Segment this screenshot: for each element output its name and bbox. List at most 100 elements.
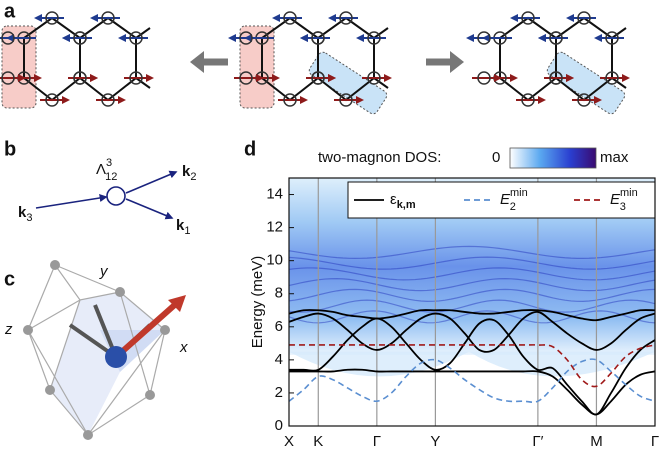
site <box>549 71 563 85</box>
series-line <box>289 368 655 416</box>
spin-head <box>510 14 518 22</box>
spin-head <box>62 34 70 42</box>
site <box>101 11 115 25</box>
legend: εk,m Emin 2 Emin 3 <box>347 181 656 219</box>
site <box>477 71 491 85</box>
plot-frame <box>288 177 656 427</box>
lattice <box>466 11 630 115</box>
arrow-head <box>450 51 464 73</box>
spin-head <box>594 34 602 42</box>
spin-head <box>256 74 264 82</box>
site <box>521 93 535 107</box>
site <box>367 31 381 45</box>
colorbar <box>509 147 597 169</box>
edge <box>125 198 174 220</box>
site <box>73 31 87 45</box>
bond <box>611 77 627 89</box>
site <box>311 71 325 85</box>
site <box>45 93 59 107</box>
spin-head <box>328 74 336 82</box>
y-tick-label: 12 <box>266 219 283 236</box>
legend-box <box>347 181 656 219</box>
panel-a <box>0 11 630 115</box>
spin-head <box>566 14 574 22</box>
series-line <box>289 310 655 353</box>
site <box>129 71 143 85</box>
site <box>339 93 353 107</box>
x-tick-label: K <box>313 433 323 450</box>
panel-label: d <box>244 138 256 160</box>
site <box>339 11 353 25</box>
colorbar-min: 0 <box>492 149 500 166</box>
site <box>521 11 535 25</box>
k-label: k1 <box>176 217 190 237</box>
x-tick-label: X <box>284 433 294 450</box>
legend-label: εk,m <box>390 191 416 211</box>
highlight <box>546 51 626 115</box>
dos-tail <box>289 351 655 377</box>
panel-b <box>35 170 178 220</box>
y-tick-label: 8 <box>275 285 283 302</box>
site <box>73 71 87 85</box>
bond <box>135 27 151 39</box>
k-label: k2 <box>182 163 196 183</box>
panel-label: a <box>4 0 16 22</box>
spin-head <box>300 96 308 104</box>
site <box>367 71 381 85</box>
site <box>101 93 115 107</box>
spin-head <box>272 74 280 82</box>
y-tick-label: 14 <box>266 186 283 203</box>
spin-head <box>384 74 392 82</box>
spin-head <box>538 34 546 42</box>
dos-ridge <box>289 288 655 302</box>
x-tick-label: Y <box>430 433 440 450</box>
bond <box>611 27 627 39</box>
spin-head <box>146 74 154 82</box>
arrow-head <box>190 51 204 73</box>
site <box>1 71 15 85</box>
spin-head <box>494 74 502 82</box>
bond <box>373 77 389 89</box>
spin-head <box>90 74 98 82</box>
highlight <box>308 51 388 115</box>
spin-head <box>18 74 26 82</box>
panel-c <box>23 260 186 440</box>
x-tick-label: Γ <box>373 433 381 450</box>
hexagon <box>79 16 137 102</box>
dos-ridge <box>289 299 655 313</box>
legend-sub: 3 <box>620 201 626 213</box>
dos-ridge <box>289 278 655 292</box>
panel-label: b <box>4 138 16 160</box>
dos-ridge <box>289 267 655 281</box>
colorbar-max: max <box>600 149 629 166</box>
dos-ridge <box>289 256 655 270</box>
vertex <box>106 186 126 206</box>
dos-ridge <box>289 245 655 259</box>
k-label: k3 <box>18 204 32 224</box>
site <box>129 31 143 45</box>
site <box>283 11 297 25</box>
site <box>1 31 15 45</box>
spin-head <box>62 96 70 104</box>
panel-label: c <box>4 268 15 290</box>
site <box>311 31 325 45</box>
site <box>477 31 491 45</box>
site <box>549 31 563 45</box>
axis-label: y <box>99 263 109 280</box>
edge <box>35 194 108 209</box>
highlight <box>239 25 275 109</box>
lattice <box>228 11 392 115</box>
y-tick-label: 10 <box>266 252 283 269</box>
series-line <box>289 344 655 388</box>
site <box>605 31 619 45</box>
legend-name: E <box>500 191 511 208</box>
legend-label: Emin 2 <box>500 187 528 213</box>
edge <box>125 170 178 194</box>
series-line <box>289 317 655 416</box>
chart: two-magnon DOS: 0 max 0 2 4 6 8 10 12 14 Energy (me… <box>249 147 659 450</box>
spin-head <box>466 34 474 42</box>
spin-head <box>566 74 574 82</box>
legend-name: E <box>610 191 621 208</box>
spin-head <box>510 74 518 82</box>
spin-head <box>328 14 336 22</box>
